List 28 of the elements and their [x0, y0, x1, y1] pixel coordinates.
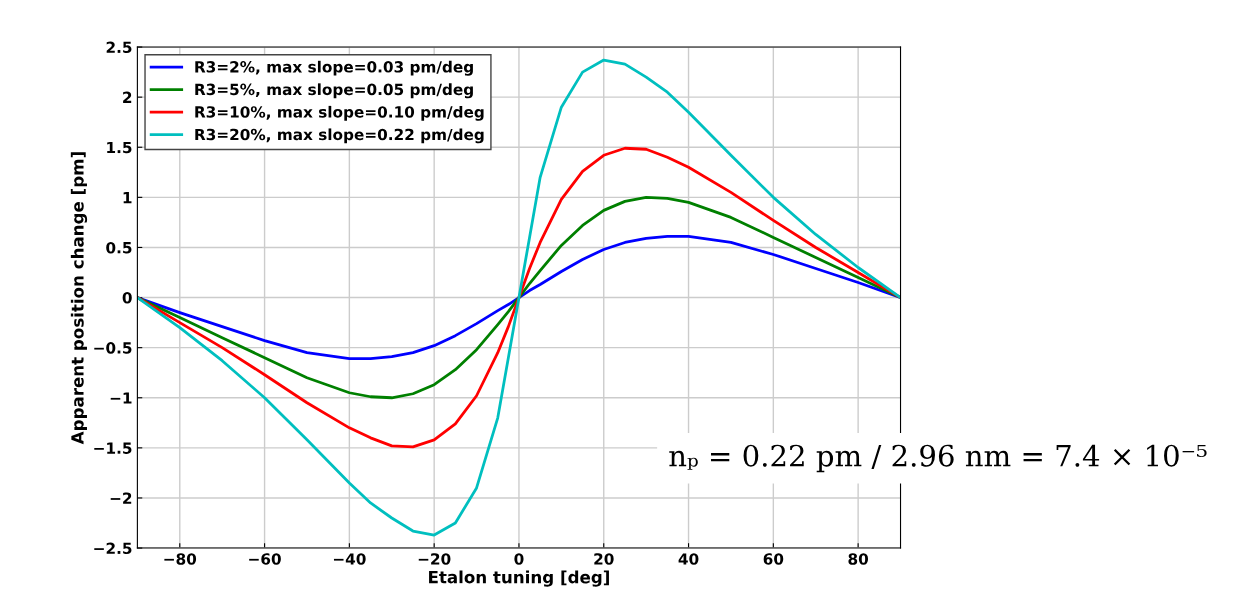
x-tick-label: −40 — [333, 553, 366, 565]
x-tick-label: 60 — [763, 553, 784, 565]
annotation: nₚ = 0.22 pm / 2.96 nm = 7.4 × 10⁻⁵ — [669, 444, 1207, 473]
y-tick-label: −2.5 — [94, 542, 132, 555]
y-tick-label: −1 — [110, 392, 132, 404]
y-tick-label: −0.5 — [94, 342, 132, 354]
legend-label: R3=5%, max slope=0.05 pm/deg — [195, 83, 473, 99]
x-tick-label: 80 — [848, 553, 869, 565]
legend-label: R3=10%, max slope=0.10 pm/deg — [195, 105, 484, 121]
x-tick-label: 40 — [678, 553, 699, 565]
y-tick-label: 0.5 — [106, 241, 132, 254]
legend-label: R3=2%, max slope=0.03 pm/deg — [195, 60, 473, 76]
y-tick-label: −2 — [110, 492, 132, 504]
y-tick-label: 2.5 — [106, 41, 132, 54]
y-tick-label: 1.5 — [107, 141, 132, 154]
y-tick-label: 1 — [123, 192, 132, 204]
y-tick-label: 2 — [123, 91, 132, 103]
x-tick-label: −20 — [418, 553, 451, 565]
legend-label: R3=20%, max slope=0.22 pm/deg — [195, 128, 484, 144]
x-tick-label: 0 — [514, 553, 524, 565]
x-tick-label: 20 — [594, 553, 614, 565]
x-axis-title: Etalon tuning [deg] — [429, 570, 609, 587]
x-tick-label: −80 — [164, 553, 197, 565]
y-tick-label: −1.5 — [94, 442, 132, 454]
x-tick-label: −60 — [249, 553, 281, 565]
line-series — [137, 195, 901, 400]
y-tick-label: 0 — [122, 292, 132, 304]
y-axis-title: Apparent position change [pm] — [70, 152, 88, 445]
